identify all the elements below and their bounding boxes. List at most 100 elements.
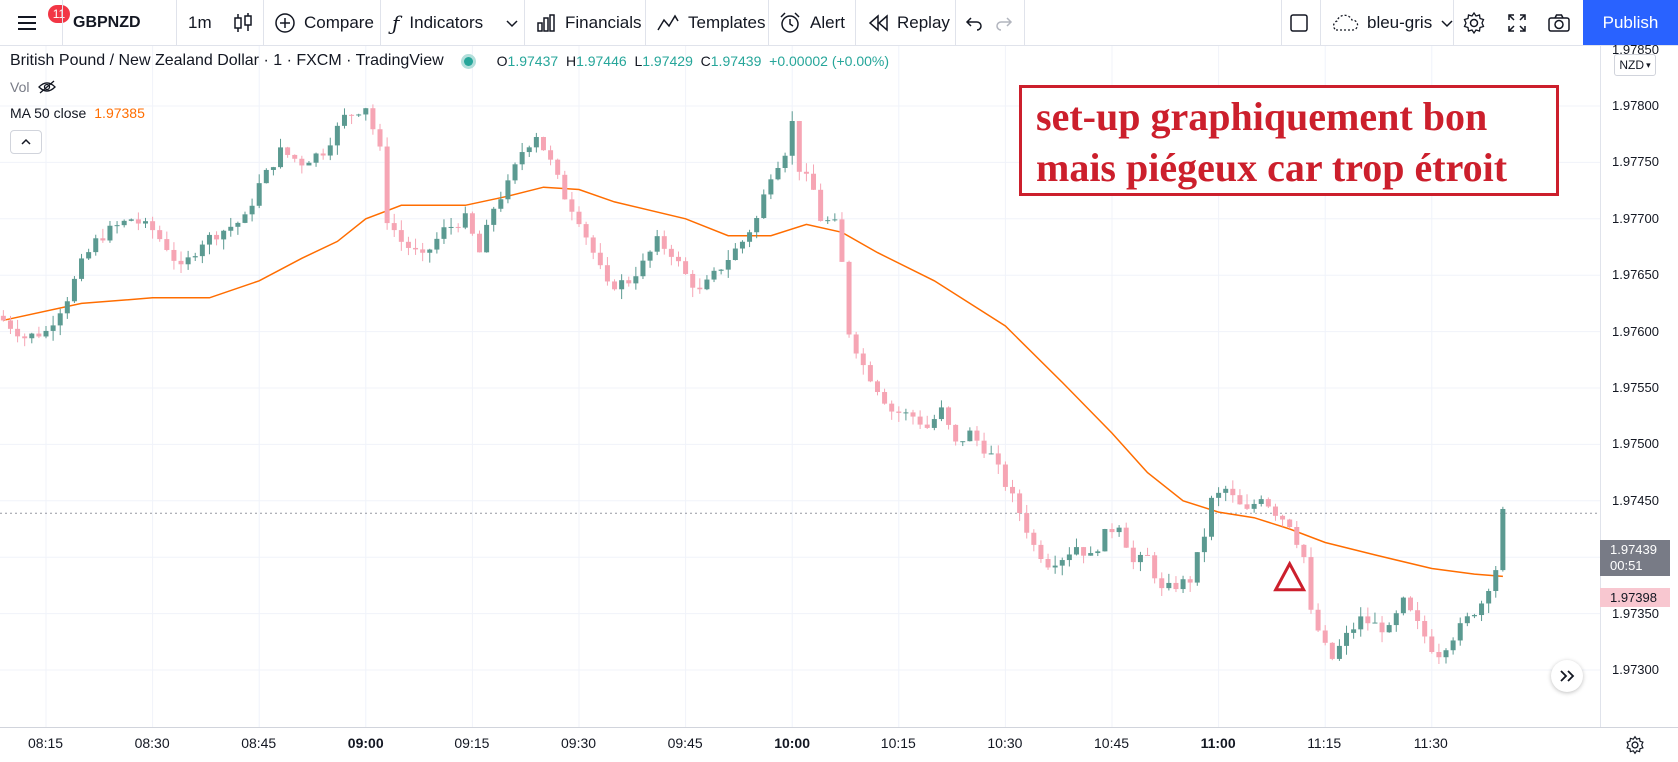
- ma-price-tag: 1.97398: [1600, 588, 1670, 607]
- candle-body: [484, 224, 490, 253]
- candle-body: [860, 353, 866, 366]
- candle-body: [15, 328, 21, 337]
- collapse-legend-button[interactable]: [10, 130, 42, 154]
- redo-button[interactable]: [994, 0, 1014, 45]
- candle-body: [1230, 488, 1236, 496]
- square-icon: [1290, 13, 1308, 32]
- alert-button[interactable]: Alert: [778, 0, 845, 45]
- candle: [1010, 479, 1016, 503]
- candle-body: [633, 276, 639, 284]
- publish-button[interactable]: Publish: [1583, 0, 1678, 45]
- indicators-dropdown[interactable]: [505, 0, 519, 45]
- candle-body: [1010, 486, 1016, 494]
- candle-body: [1336, 645, 1342, 659]
- notification-badge: 11: [48, 5, 70, 23]
- candle-body: [874, 381, 880, 393]
- chevron-down-icon: [1441, 19, 1453, 27]
- candle-body: [1407, 597, 1413, 611]
- candle: [121, 219, 127, 228]
- candle: [995, 445, 1001, 474]
- candle-body: [306, 162, 312, 166]
- scroll-to-realtime-button[interactable]: [1551, 660, 1583, 692]
- templates-icon: [657, 14, 679, 30]
- symbol-search[interactable]: GBPNZD: [73, 13, 141, 31]
- candle-body: [228, 226, 234, 231]
- candle-body: [1358, 616, 1364, 630]
- candle-body: [334, 125, 340, 146]
- candle: [164, 231, 170, 252]
- candle-body: [1081, 547, 1087, 556]
- candle: [64, 297, 70, 319]
- interval-button[interactable]: 1m: [188, 12, 212, 32]
- chart-type-button[interactable]: [232, 0, 254, 45]
- candle-body: [86, 252, 92, 259]
- fullscreen-button[interactable]: [1506, 0, 1528, 45]
- time-axis[interactable]: [0, 727, 1678, 762]
- rewind-icon: [868, 13, 888, 32]
- candle: [363, 107, 369, 121]
- settings-button[interactable]: [1462, 0, 1486, 45]
- candle: [142, 217, 148, 228]
- volume-legend[interactable]: Vol: [10, 74, 889, 100]
- candle: [114, 221, 120, 234]
- candle: [1351, 622, 1357, 639]
- financials-label: Financials: [565, 12, 642, 32]
- candle: [533, 132, 539, 153]
- candle: [1152, 552, 1158, 584]
- financials-button[interactable]: Financials: [535, 0, 642, 45]
- candle-body: [57, 313, 63, 326]
- fullscreen-layout-button[interactable]: [1288, 0, 1310, 45]
- candle-body: [313, 153, 319, 163]
- time-label: 09:45: [667, 735, 703, 751]
- candle-body: [1244, 504, 1250, 509]
- annotation-line-1: set-up graphiquement bon: [1036, 94, 1488, 139]
- undo-button[interactable]: [964, 0, 984, 45]
- candle-body: [988, 453, 994, 455]
- snapshot-button[interactable]: [1547, 0, 1571, 45]
- candle: [377, 123, 383, 151]
- candle: [214, 231, 220, 246]
- candle: [739, 240, 745, 254]
- replay-button[interactable]: Replay: [867, 0, 950, 45]
- menu-button[interactable]: 11: [16, 0, 70, 45]
- candle-body: [1152, 555, 1158, 579]
- last-price-value: 1.97439: [1610, 542, 1657, 557]
- compare-button[interactable]: Compare: [274, 0, 374, 45]
- candle-body: [505, 180, 511, 200]
- time-label: 11:15: [1307, 735, 1342, 751]
- candle-body: [434, 238, 440, 250]
- candle: [839, 212, 845, 263]
- candle: [505, 174, 511, 204]
- candle: [1208, 495, 1214, 541]
- candle: [1123, 522, 1129, 548]
- symbol-title[interactable]: British Pound / New Zealand Dollar · 1 ·…: [10, 52, 444, 69]
- candle-body: [128, 219, 134, 221]
- chevron-down-icon: [506, 19, 518, 27]
- axis-settings-button[interactable]: [1625, 730, 1645, 760]
- hidden-eye-icon[interactable]: [37, 79, 57, 95]
- candle-body: [214, 234, 220, 240]
- candle-body: [1123, 527, 1129, 548]
- price-axis[interactable]: [1600, 46, 1678, 727]
- candle-body: [420, 249, 426, 253]
- chart-canvas[interactable]: [0, 46, 1600, 727]
- currency-button[interactable]: NZD ▾: [1614, 54, 1656, 76]
- ma-legend[interactable]: MA 50 close 1.97385: [10, 100, 889, 126]
- candle: [1230, 480, 1236, 503]
- candle-body: [320, 153, 326, 156]
- candle: [327, 137, 333, 161]
- candle-body: [1059, 560, 1065, 566]
- candle-body: [1145, 554, 1151, 556]
- annotation-line-2: mais piégeux car trop étroit: [1036, 145, 1508, 190]
- candle: [860, 348, 866, 375]
- templates-button[interactable]: Templates: [656, 0, 765, 45]
- candle: [1471, 613, 1477, 619]
- candle-body: [661, 236, 667, 249]
- layout-select[interactable]: bleu-gris: [1329, 0, 1454, 45]
- indicators-button[interactable]: ƒ Indicators: [392, 0, 483, 45]
- templates-label: Templates: [688, 12, 766, 32]
- price-label: 1.97700: [1612, 210, 1659, 226]
- annotation-text-box[interactable]: set-up graphiquement bon mais piégeux ca…: [1019, 85, 1559, 196]
- candle: [704, 275, 710, 291]
- candle: [562, 170, 568, 200]
